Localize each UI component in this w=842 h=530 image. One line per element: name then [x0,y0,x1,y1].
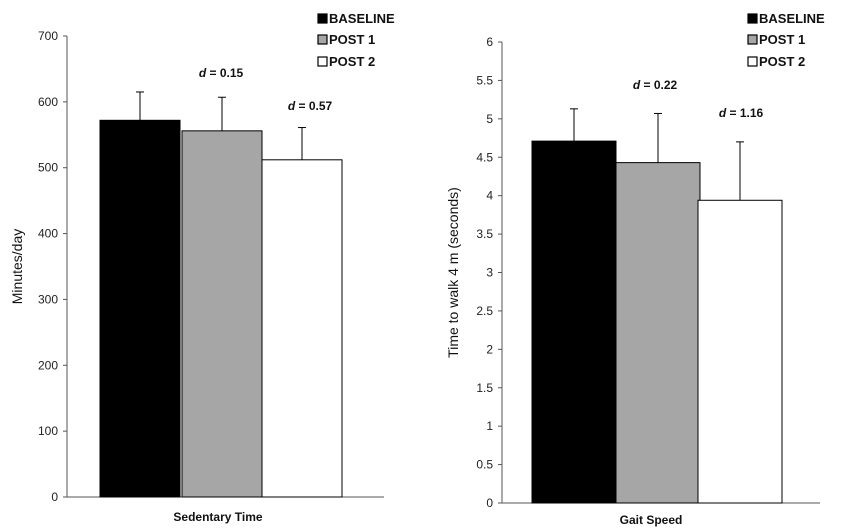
y-tick-label: 3.5 [476,227,493,241]
effect-size-symbol: d [719,106,727,120]
legend-label: POST 2 [759,54,805,69]
effect-size-symbol: d [288,99,296,113]
y-tick-label: 0 [51,490,58,504]
effect-size-label: d = 0.22 [633,78,678,92]
legend-swatch [317,13,328,24]
effect-size-value: = 0.22 [640,78,677,92]
y-tick-label: 4 [486,189,493,203]
bar-baseline [531,140,617,504]
y-tick-label: 2.5 [476,304,493,318]
effect-size-symbol: d [199,66,207,80]
y-tick-label: 2 [486,342,493,356]
legend-label: BASELINE [759,11,825,26]
effect-size-value: = 0.15 [206,66,243,80]
x-axis-title: Gait Speed [620,513,683,527]
y-tick-label: 5 [486,112,493,126]
y-tick-label: 400 [38,227,58,241]
y-tick-label: 3 [486,266,493,280]
y-tick-label: 4.5 [476,150,493,164]
y-tick-label: 200 [38,358,58,372]
y-tick-label: 300 [38,292,58,306]
y-tick-label: 0 [486,496,493,510]
y-axis-title: Time to walk 4 m (seconds) [445,187,461,358]
effect-size-label: d = 0.57 [288,99,333,113]
legend-swatch [747,56,758,67]
y-tick-label: 1.5 [476,381,493,395]
effect-size-value: = 0.57 [295,99,332,113]
effect-size-label: d = 0.15 [199,66,244,80]
legend-label: POST 1 [329,32,375,47]
legend-label: POST 1 [759,32,805,47]
y-tick-label: 700 [38,29,58,43]
chart-2: 00.511.522.533.544.555.56d = 0.22d = 1.1… [445,11,825,527]
y-tick-label: 0.5 [476,458,493,472]
y-tick-label: 500 [38,161,58,175]
bar-post-1 [181,130,263,498]
y-tick-label: 100 [38,424,58,438]
effect-size-label: d = 1.16 [719,106,764,120]
legend-swatch [747,13,758,24]
y-tick-label: 600 [38,95,58,109]
x-axis-title: Sedentary Time [173,510,262,524]
y-tick-label: 6 [486,35,493,49]
y-axis-title: Minutes/day [9,229,25,304]
y-tick-label: 5.5 [476,73,493,87]
bar-post-2 [697,199,783,504]
effect-size-value: = 1.16 [726,106,763,120]
legend-swatch [317,56,328,67]
y-tick-label: 1 [486,419,493,433]
effect-size-symbol: d [633,78,641,92]
legend-swatch [747,34,758,45]
legend-label: BASELINE [329,11,395,26]
bar-post-2 [261,159,343,498]
bar-post-1 [615,162,701,504]
bar-baseline [99,119,181,498]
legend-swatch [317,34,328,45]
legend-label: POST 2 [329,54,375,69]
